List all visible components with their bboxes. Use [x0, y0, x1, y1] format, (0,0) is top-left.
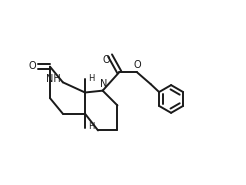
Text: H: H — [88, 74, 94, 83]
Text: N: N — [100, 79, 108, 89]
Text: O: O — [28, 61, 36, 71]
Text: NH: NH — [46, 74, 61, 84]
Text: H: H — [88, 122, 94, 131]
Text: O: O — [103, 55, 110, 65]
Text: O: O — [134, 60, 142, 70]
